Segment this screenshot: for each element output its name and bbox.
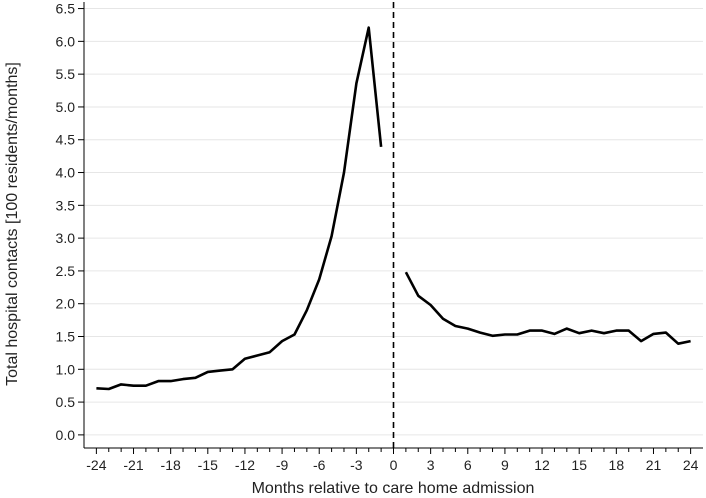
y-tick-label: 6.0 <box>56 33 76 49</box>
x-tick-label: -9 <box>276 457 289 473</box>
x-tick-label: -3 <box>350 457 363 473</box>
x-tick-label: -21 <box>123 457 143 473</box>
y-tick-label: 2.5 <box>56 263 76 279</box>
x-tick-label: 21 <box>646 457 662 473</box>
x-tick-label: 0 <box>390 457 398 473</box>
x-tick-label: 3 <box>427 457 435 473</box>
y-tick-label: 3.0 <box>56 230 76 246</box>
x-axis-title: Months relative to care home admission <box>252 480 535 497</box>
series-line-post-admission <box>404 271 691 346</box>
y-tick-label: 1.5 <box>56 329 76 345</box>
y-tick-label: 1.0 <box>56 361 76 377</box>
y-tick-label: 0.5 <box>56 394 76 410</box>
ticks: 0.0 0.5 1.0 1.5 2.0 2.5 3.0 3.5 4.0 4.5 5.0 5.5 6.0 6… <box>56 1 699 473</box>
x-tick-label: 9 <box>501 457 509 473</box>
x-tick-label: -18 <box>161 457 181 473</box>
x-tick-label: 18 <box>609 457 625 473</box>
x-tick-label: -15 <box>198 457 218 473</box>
x-tick-label: -12 <box>235 457 255 473</box>
y-tick-label: 3.5 <box>56 197 76 213</box>
x-tick-label: 24 <box>683 457 699 473</box>
x-tick-label: -6 <box>313 457 326 473</box>
series-line-pre-admission <box>96 26 383 391</box>
y-tick-label: 4.0 <box>56 165 76 181</box>
x-tick-label: 12 <box>534 457 550 473</box>
x-tick-label: 15 <box>571 457 587 473</box>
y-tick-label: 0.0 <box>56 427 76 443</box>
x-tick-label: 6 <box>464 457 472 473</box>
y-tick-label: 4.5 <box>56 132 76 148</box>
series-lines <box>96 26 691 391</box>
y-axis-title: Total hospital contacts [100 residents/m… <box>4 62 21 386</box>
y-tick-label: 2.0 <box>56 296 76 312</box>
y-tick-label: 5.5 <box>56 66 76 82</box>
x-tick-label: -24 <box>86 457 106 473</box>
y-tick-label: 5.0 <box>56 99 76 115</box>
y-tick-label: 6.5 <box>56 1 76 17</box>
